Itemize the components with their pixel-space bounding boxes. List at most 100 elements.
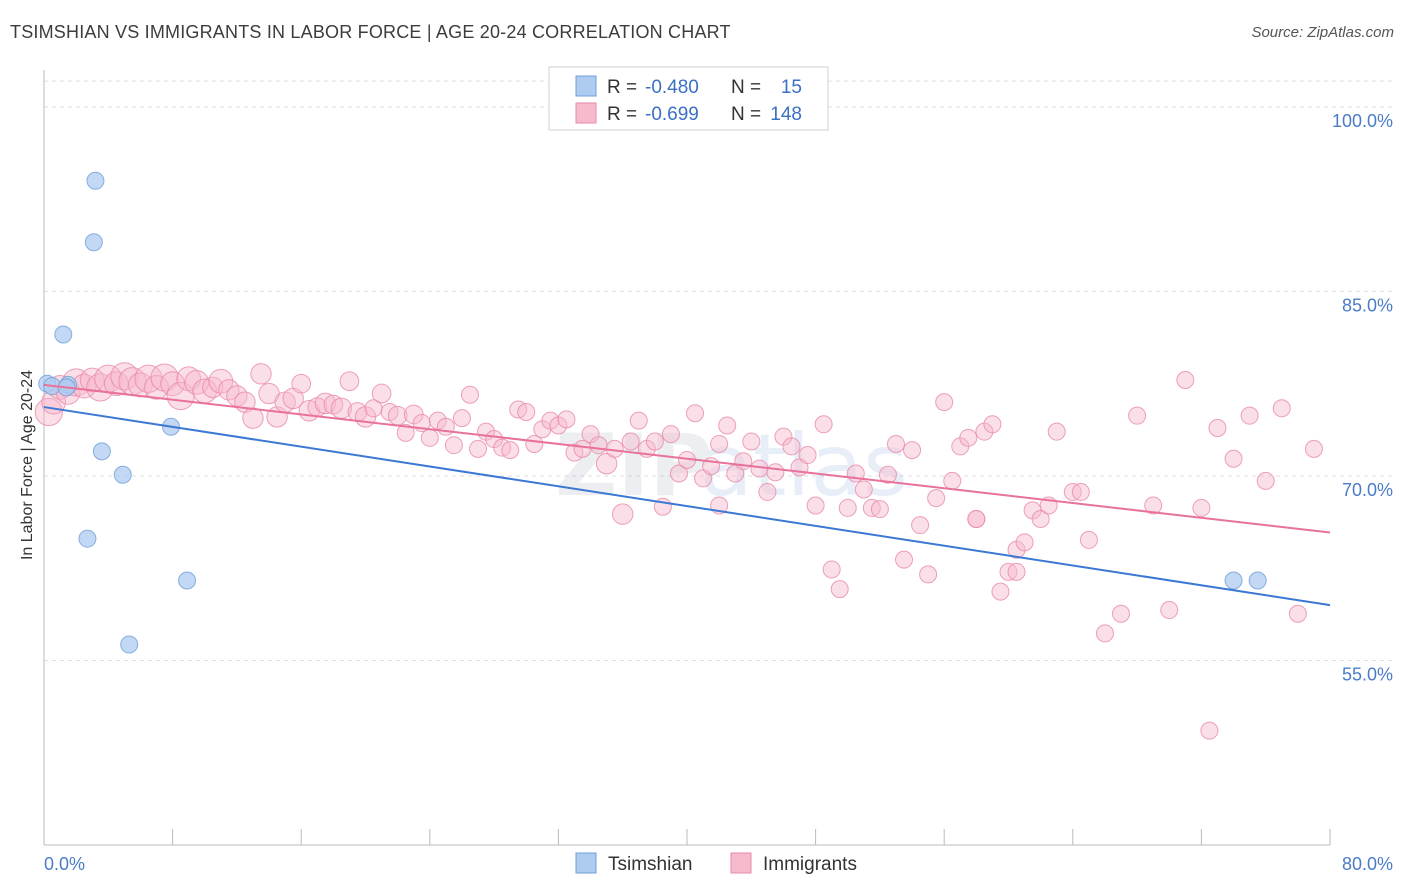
immigrants-point-141 [1288,604,1307,623]
immigrants-point-142 [1304,439,1323,458]
tsimshian-point-11 [120,635,139,654]
immigrants-point-129 [1095,624,1114,643]
x-tick-label-1: 80.0% [1342,854,1393,874]
immigrants-point-54 [469,439,488,458]
bottom-legend-label-immigrants: Immigrants [763,854,857,875]
legend-r-label-2: R = [607,104,637,125]
watermark-zip: ZIP [555,416,712,516]
chart-title: TSIMSHIAN VS IMMIGRANTS IN LABOR FORCE |… [10,22,731,42]
immigrants-point-67 [573,439,592,458]
immigrants-point-65 [557,410,576,429]
immigrants-point-113 [943,471,962,490]
legend-swatch-tsimshian [575,75,597,97]
tsimshian-point-5 [84,233,103,252]
grid-lines [44,80,1392,661]
axes [43,70,1331,846]
y-tick-label-1: 70.0% [1342,480,1393,500]
legend-r-value-2: -0.699 [645,104,699,125]
immigrants-point-140 [1272,399,1291,418]
immigrants-point-105 [878,465,897,484]
immigrants-point-61 [525,434,544,453]
immigrants-point-51 [444,436,463,455]
immigrants-point-38 [339,371,360,392]
immigrants-point-104 [870,500,889,519]
tsimshian-point-3 [54,325,73,344]
legend-n-value-2: 148 [770,104,802,125]
legend-n-value-1: 15 [781,77,802,98]
immigrants-point-135 [1192,498,1211,517]
immigrants-point-7 [86,373,115,402]
immigrants-point-139 [1256,471,1275,490]
immigrants-point-48 [420,428,439,447]
top-legend: R = -0.480 N = 15 R = -0.699 N = 148 [548,66,829,131]
immigrants-point-100 [838,498,857,517]
immigrants-point-143 [1200,721,1219,740]
immigrants-point-95 [798,446,817,465]
chart-source: Source: ZipAtlas.com [1251,24,1394,41]
tsimshian-trend-line [43,406,1331,607]
tick-labels: 55.0% 70.0% 85.0% 100.0% 0.0% 80.0% [44,111,1393,874]
immigrants-point-106 [886,434,905,453]
immigrants-point-88 [742,432,761,451]
immigrants-point-128 [1079,530,1098,549]
immigrants-point-45 [396,423,415,442]
immigrants-point-146 [1071,482,1090,501]
immigrants-point-93 [782,437,801,456]
immigrants-point-107 [895,550,914,569]
immigrants-point-96 [806,496,825,515]
immigrants-point-119 [991,582,1010,601]
immigrants-point-137 [1224,449,1243,468]
trend-lines [43,383,1331,607]
y-tick-label-2: 85.0% [1342,295,1393,315]
immigrants-point-126 [1047,422,1066,441]
immigrants-point-78 [661,425,680,444]
immigrants-point-26 [242,407,264,429]
immigrants-point-58 [501,441,520,460]
immigrants-point-102 [854,480,873,499]
legend-r-value-1: -0.480 [645,77,699,98]
legend-n-label-2: N = [731,104,761,125]
tsimshian-point-4 [86,171,105,190]
tsimshian-point-6 [92,442,111,461]
tsimshian-point-10 [178,571,197,590]
immigrants-point-99 [830,580,849,599]
immigrants-point-22 [208,368,234,394]
immigrants-point-76 [645,432,664,451]
legend-swatch-immigrants [575,102,597,124]
immigrants-point-130 [1112,604,1131,623]
immigrants-point-10 [110,362,139,391]
immigrants-point-74 [629,411,648,430]
immigrants-point-109 [911,516,930,535]
immigrants-point-14 [144,374,169,400]
immigrants-point-115 [959,428,978,447]
bottom-legend: Tsimshian Immigrants [575,852,857,875]
immigrants-point-133 [1160,601,1179,620]
immigrants-point-131 [1128,406,1147,425]
immigrants-point-70 [595,452,618,475]
immigrants-point-122 [1015,533,1034,552]
immigrants-point-145 [967,510,986,529]
immigrants-point-118 [983,415,1002,434]
y-tick-label-0: 55.0% [1342,664,1393,684]
immigrants-point-108 [903,441,922,460]
immigrants-point-15 [150,363,179,392]
immigrants-point-72 [612,503,634,525]
immigrants-point-81 [686,404,705,423]
immigrants-point-53 [460,385,479,404]
immigrants-point-85 [718,416,737,435]
watermark: ZIP atlas [555,416,908,516]
y-tick-label-3: 100.0% [1332,111,1393,131]
tsimshian-point-7 [113,465,132,484]
immigrants-point-73 [621,432,640,451]
immigrants-point-112 [935,393,954,412]
immigrants-point-144 [1007,562,1026,581]
immigrants-point-98 [822,560,841,579]
tsimshian-point-12 [1224,571,1243,590]
x-tick-label-0: 0.0% [44,854,85,874]
immigrants-point-97 [814,415,833,434]
immigrants-point-52 [452,409,471,428]
legend-n-label-1: N = [731,77,761,98]
immigrants-point-27 [250,363,272,385]
immigrants-point-136 [1208,418,1227,437]
